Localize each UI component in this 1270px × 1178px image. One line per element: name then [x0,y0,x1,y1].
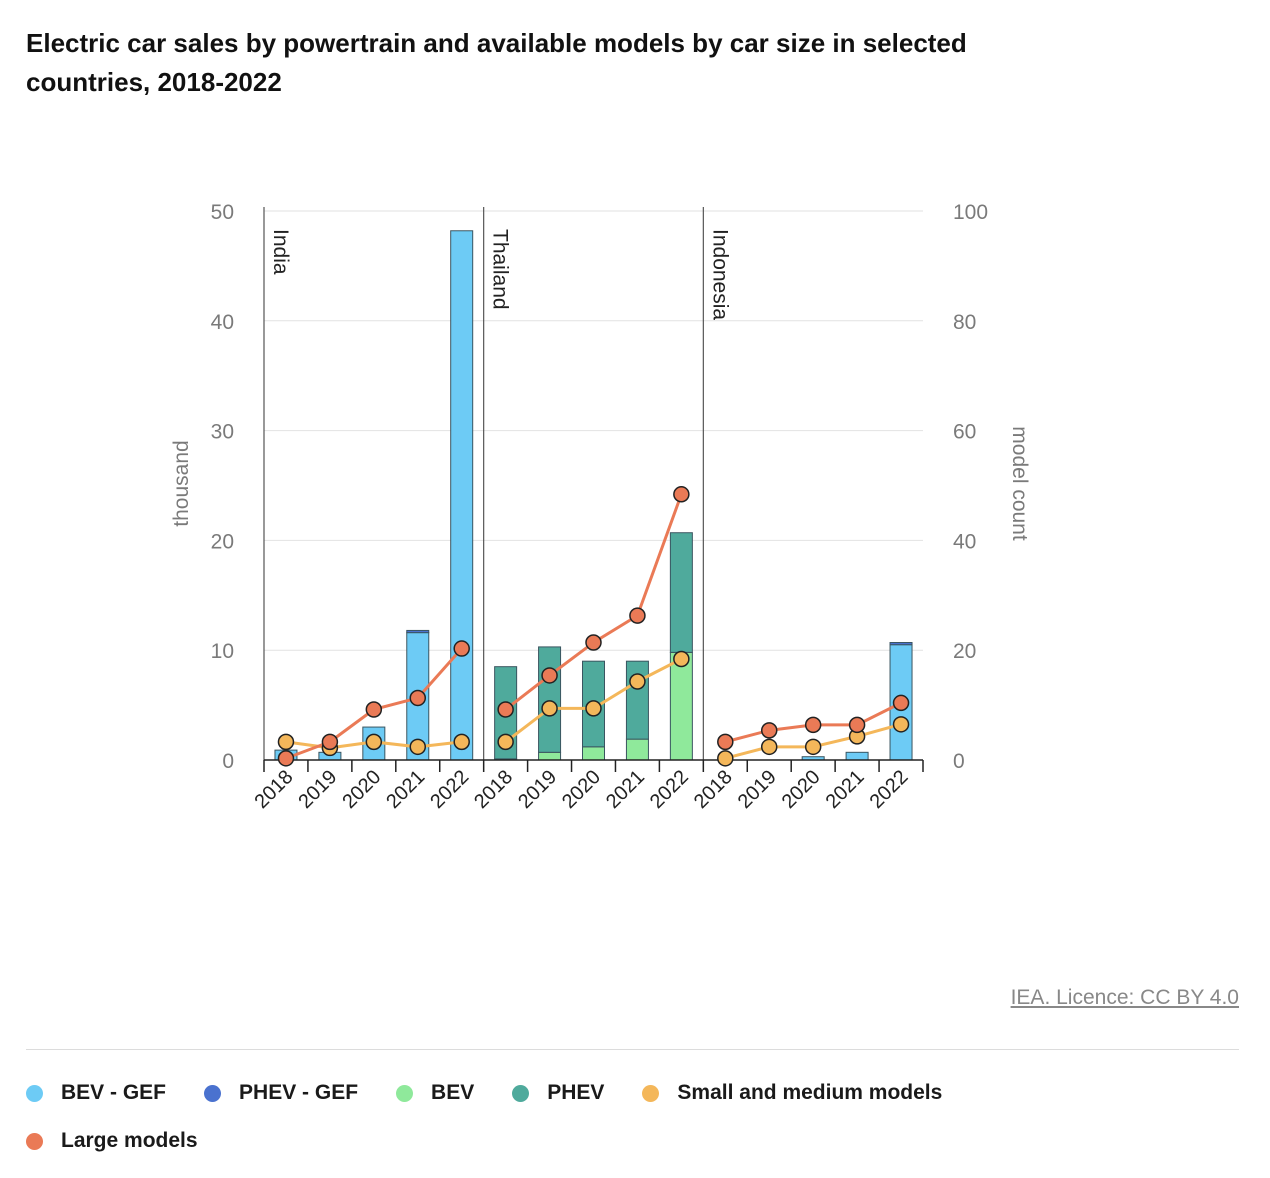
legend-item[interactable]: BEV [396,1080,474,1106]
x-tick-label: 2021 [382,766,429,813]
x-tick-label: 2021 [822,766,869,813]
series-point [497,701,514,718]
series-point [717,733,734,751]
series-point [541,667,558,684]
bar-segment [625,738,649,761]
bar-segment [669,532,693,653]
x-tick-label: 2018 [690,766,737,813]
y2-axis-label: model count [1008,426,1031,541]
x-tick-label: 2019 [734,766,781,813]
x-tick-label: 2021 [602,766,649,813]
group-label: India [269,229,292,275]
series-point [409,738,427,756]
x-tick-label: 2022 [426,766,473,813]
x-tick-label: 2022 [866,766,913,813]
licence-link[interactable]: IEA. Licence: CC BY 4.0 [1010,986,1239,1009]
x-tick-label: 2020 [778,766,825,813]
legend-item[interactable]: Large models [26,1128,198,1154]
legend-label: BEV [431,1081,475,1104]
y2-tick-label: 80 [953,311,976,334]
legend-swatch [204,1084,222,1102]
series-point [409,689,427,707]
series-point [892,694,910,712]
bar-segment [669,651,693,761]
series-point [453,640,470,657]
legend-swatch [26,1132,43,1150]
group-label: Thailand [489,229,512,310]
y-axis-label: thousand [170,440,193,526]
series-point [541,700,558,717]
bar-segment [889,642,913,646]
bar-segment [538,646,562,753]
series-point [673,486,690,503]
series-point [277,750,295,767]
y2-tick-label: 0 [953,750,965,773]
x-tick-label: 2020 [338,766,385,813]
legend-item[interactable]: PHEV [512,1080,604,1106]
y2-tick-label: 40 [953,530,976,553]
x-tick-label: 2019 [514,766,561,813]
y2-tick-label: 20 [953,640,976,663]
x-tick-label: 2018 [250,766,297,813]
legend-label: Small and medium models [677,1081,943,1104]
legend-item[interactable]: PHEV - GEF [204,1080,358,1106]
legend-swatch [26,1084,43,1102]
legend-item[interactable]: BEV - GEF [26,1080,166,1106]
x-tick-label: 2019 [294,766,341,813]
legend-swatch [512,1084,530,1102]
bar-segment [582,746,605,761]
legend-swatch [396,1084,414,1102]
series-point [497,733,514,751]
legend-label: Large models [61,1129,198,1152]
bar-segment [450,230,474,761]
x-tick-label: 2018 [470,766,517,813]
series-point [453,733,470,751]
bar-segment [625,660,649,740]
legend-label: PHEV [547,1081,605,1104]
series-point [760,738,778,756]
y-tick-label: 50 [211,201,234,224]
y-tick-label: 40 [211,311,234,334]
series-point [804,716,822,734]
y-tick-label: 10 [211,640,234,663]
series-point [848,716,866,734]
series-point [717,750,734,767]
series-point [804,738,822,756]
combo-chart: 0 10 20 30 40 50 0 20 40 60 80 100 thousand model cou… [170,201,1031,813]
x-tick-label: 2020 [558,766,605,813]
chart-title: Electric car sales by powertrain and ava… [26,28,967,97]
series-point [673,650,690,668]
legend-swatch [642,1084,660,1102]
legend-label: PHEV - GEF [239,1081,359,1104]
series-point [760,722,778,739]
series-point [629,673,646,690]
bar-segment [845,751,869,761]
y-tick-label: 20 [211,530,234,553]
legend-label: BEV - GEF [61,1081,167,1104]
x-tick-label: 2022 [646,766,693,813]
legend-divider [26,1049,1239,1050]
y2-tick-label: 60 [953,421,976,444]
y-tick-label: 0 [222,750,234,773]
legend-item[interactable]: Small and medium models [642,1080,942,1106]
y2-tick-label: 100 [953,201,988,224]
series-point [277,733,295,751]
series-point [365,733,383,751]
series-point [629,607,646,624]
series-point [321,733,339,751]
series-point [365,701,383,718]
group-label: Indonesia [708,229,731,320]
bar-segment [406,629,430,634]
series-point [585,700,602,717]
series-point [892,716,910,733]
series-point [585,634,602,651]
chart-legend: BEV - GEF PHEV - GEF BEV PHEV Small and medi… [26,1080,1126,1154]
bar-segment [538,751,562,761]
y-tick-label: 30 [211,421,234,444]
